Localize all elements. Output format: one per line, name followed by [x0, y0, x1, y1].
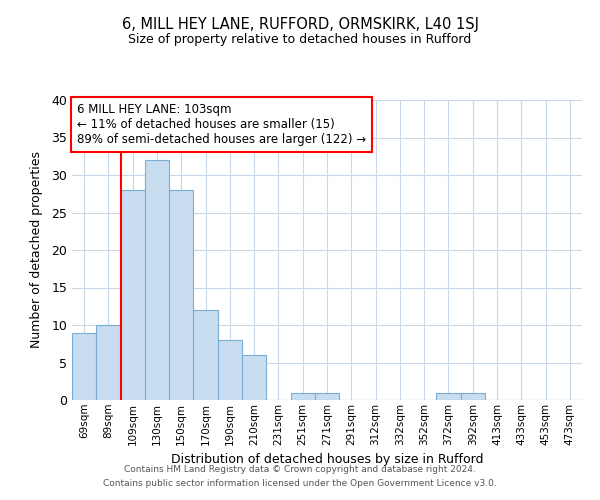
Bar	[218, 340, 242, 400]
Bar	[290, 392, 315, 400]
X-axis label: Distribution of detached houses by size in Rufford: Distribution of detached houses by size …	[171, 453, 483, 466]
Bar	[436, 392, 461, 400]
Bar	[96, 325, 121, 400]
Text: Contains HM Land Registry data © Crown copyright and database right 2024.
Contai: Contains HM Land Registry data © Crown c…	[103, 466, 497, 487]
Y-axis label: Number of detached properties: Number of detached properties	[30, 152, 43, 348]
Bar	[145, 160, 169, 400]
Text: 6, MILL HEY LANE, RUFFORD, ORMSKIRK, L40 1SJ: 6, MILL HEY LANE, RUFFORD, ORMSKIRK, L40…	[121, 18, 479, 32]
Text: Size of property relative to detached houses in Rufford: Size of property relative to detached ho…	[128, 32, 472, 46]
Bar	[461, 392, 485, 400]
Bar	[193, 310, 218, 400]
Bar	[169, 190, 193, 400]
Bar	[72, 332, 96, 400]
Bar	[242, 355, 266, 400]
Bar	[121, 190, 145, 400]
Bar	[315, 392, 339, 400]
Text: 6 MILL HEY LANE: 103sqm
← 11% of detached houses are smaller (15)
89% of semi-de: 6 MILL HEY LANE: 103sqm ← 11% of detache…	[77, 103, 366, 146]
